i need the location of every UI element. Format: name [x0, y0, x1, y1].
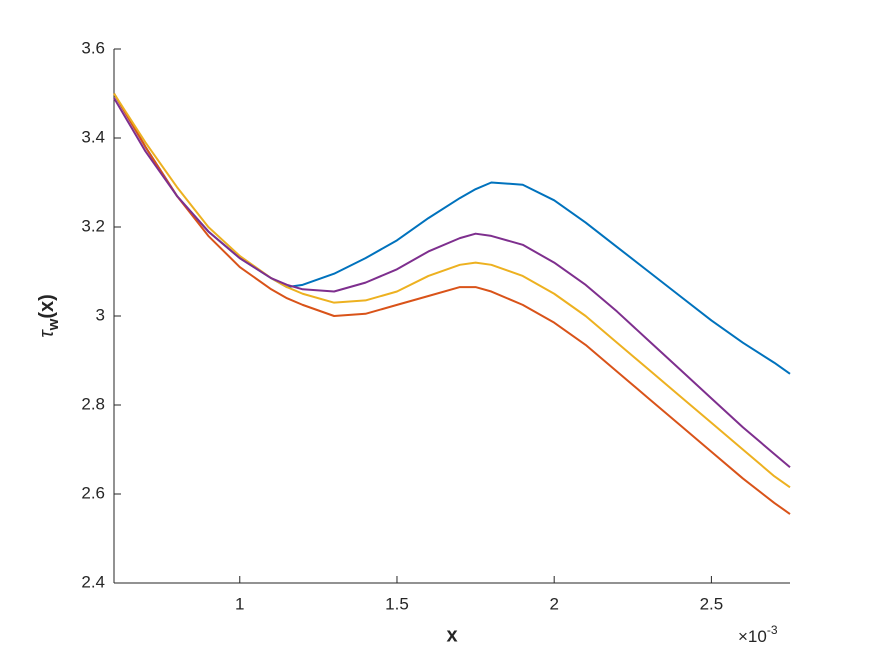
series-line — [113, 92, 791, 489]
x-tick-label: 2 — [549, 594, 558, 613]
x-tick-label: 1 — [235, 594, 244, 613]
series-line — [113, 97, 791, 469]
y-tick-label: 2.6 — [81, 483, 105, 502]
y-tick-label: 3.4 — [81, 127, 105, 146]
series-line — [113, 92, 791, 515]
y-tick-label: 2.8 — [81, 394, 105, 413]
x-multiplier-base: ×10 — [738, 627, 767, 646]
x-multiplier-exponent: -3 — [767, 623, 778, 637]
y-tick-label: 3.6 — [81, 38, 105, 57]
x-multiplier: ×10-3 — [738, 623, 778, 646]
y-tick-label: 3.2 — [81, 216, 105, 235]
x-tick-label: 1.5 — [385, 594, 409, 613]
y-tick-label: 2.4 — [81, 572, 105, 591]
y-tick-label: 3 — [96, 305, 105, 324]
x-tick-label: 2.5 — [700, 594, 724, 613]
y-label-rest: (x) — [36, 294, 58, 318]
y-axis-label: τw(x) — [36, 294, 62, 338]
x-axis-label: x — [446, 624, 457, 646]
y-label-symbol: τ — [36, 329, 58, 338]
y-label-subscript: w — [45, 318, 62, 331]
